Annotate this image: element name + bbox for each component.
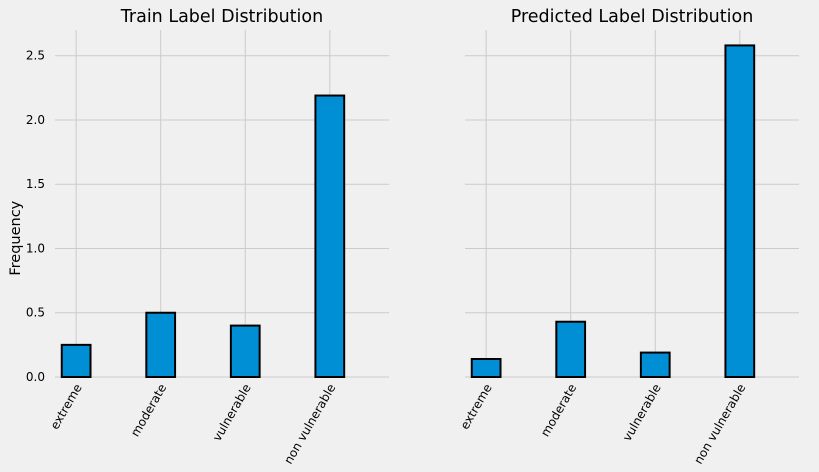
chart-title: Train Label Distribution xyxy=(120,7,323,27)
bar-extreme xyxy=(60,343,92,378)
x-tick-label: vulnerable xyxy=(210,382,254,444)
y-tick-label: 1.5 xyxy=(26,177,45,191)
bar-extreme xyxy=(470,358,502,379)
bar-vulnerable xyxy=(639,351,671,378)
y-axis-label: Frequency xyxy=(8,200,24,275)
chart-title: Predicted Label Distribution xyxy=(511,7,754,27)
predicted-label-distribution-panel: Predicted Label Distribution extreme mode… xyxy=(458,7,799,466)
y-tick-label: 0.5 xyxy=(26,306,45,320)
x-tick-label: non vulnerable xyxy=(691,382,748,467)
x-tick-label: extreme xyxy=(458,382,495,432)
x-tick-label: non vulnerable xyxy=(281,382,338,467)
train-label-distribution-panel: Train Label Distribution Frequency 0.0 0.… xyxy=(8,7,389,466)
bar-non-vulnerable xyxy=(724,44,756,379)
x-tick-label: moderate xyxy=(128,382,169,440)
x-tick-label: moderate xyxy=(538,382,579,440)
y-tick-label: 1.0 xyxy=(26,241,45,255)
bar-non-vulnerable xyxy=(314,94,346,379)
x-tick-label: extreme xyxy=(48,382,85,432)
bar-moderate xyxy=(145,311,177,379)
y-tick-label: 2.5 xyxy=(26,49,45,63)
bar-vulnerable xyxy=(229,324,261,378)
y-tick-label: 0.0 xyxy=(26,370,45,384)
y-tick-label: 2.0 xyxy=(26,113,45,127)
x-tick-label: vulnerable xyxy=(620,382,664,444)
bar-moderate xyxy=(555,320,587,378)
